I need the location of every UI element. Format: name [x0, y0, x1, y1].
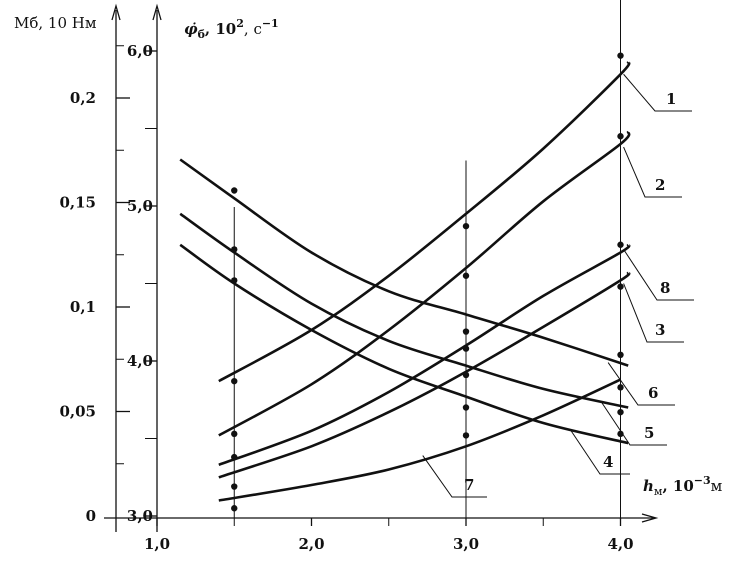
- points-layer: [231, 52, 624, 512]
- leader-line-4: [570, 430, 630, 475]
- data-point: [617, 283, 624, 290]
- data-point: [462, 371, 470, 379]
- right-axis-tick-label: 4,0: [127, 352, 153, 370]
- leader-line-1: [623, 73, 692, 112]
- data-point: [231, 246, 238, 253]
- data-point: [617, 384, 624, 391]
- series-label-3: 3: [655, 321, 665, 339]
- right-axis-arrow: [152, 3, 162, 21]
- right-axis-symbol-sub: б: [198, 28, 205, 41]
- x-axis-arrow: [641, 513, 659, 523]
- x-axis-title: hм, 10−3м: [643, 474, 723, 498]
- leader-line-8: [623, 249, 694, 301]
- x-axis-tick-label: 4,0: [607, 535, 633, 553]
- left-axis-arrow: [111, 3, 121, 21]
- x-axis-rest: , 10: [662, 477, 693, 495]
- x-axis-tick-label: 2,0: [298, 535, 324, 553]
- series-label-4: 4: [603, 453, 613, 471]
- data-point: [462, 222, 470, 230]
- leader-line-6: [607, 362, 675, 406]
- x-axis-sup: −3: [694, 474, 711, 487]
- leader-line-2: [623, 146, 682, 198]
- data-point: [462, 272, 470, 279]
- series-label-6: 6: [648, 384, 658, 402]
- leaders-layer: [422, 73, 694, 498]
- x-axis-tick-label: 1,0: [144, 535, 170, 553]
- right-axis-tick-label: 3,0: [127, 507, 153, 525]
- left-axis-tick-label: 0,1: [70, 298, 96, 316]
- x-axis-symbol-sub: м: [654, 485, 663, 498]
- right-axis-sup2: −1: [262, 17, 279, 30]
- leader-line-7: [422, 455, 487, 498]
- left-axis-tick-label: 0: [86, 507, 96, 525]
- data-point: [231, 277, 238, 284]
- x-axis-tick-label: 3,0: [453, 535, 479, 553]
- curves-layer: [179, 61, 631, 502]
- series-curve-2: [218, 130, 631, 437]
- data-point: [462, 328, 470, 335]
- data-point: [617, 408, 624, 416]
- data-point: [617, 351, 624, 358]
- series-curve-6: [179, 158, 629, 367]
- x-axis-unit: м: [711, 477, 723, 495]
- data-point: [231, 430, 238, 438]
- right-axis-sup1: 2: [236, 17, 244, 30]
- series-label-7: 7: [464, 476, 474, 494]
- axes-layer: 0 0,05 0,1 0,15 0,2 3,0 4,0 5,0 6,0 1,0 2,0 3,0 4,0: [59, 0, 659, 553]
- series-label-1: 1: [666, 90, 676, 108]
- right-axis-comma: , с: [244, 20, 262, 38]
- right-axis-title: φ̇б, 102, с−1: [184, 17, 279, 41]
- labels-layer: 1 2 8 3 7 6 5 4: [464, 90, 676, 494]
- series-curve-8: [218, 243, 631, 467]
- x-axis-symbol: h: [643, 477, 654, 495]
- series-label-8: 8: [660, 279, 670, 297]
- leader-line-3: [623, 283, 684, 343]
- series-label-2: 2: [655, 176, 665, 194]
- left-axis-title-text: Mб, 10 Нм: [14, 14, 97, 32]
- series-curve-1: [218, 61, 631, 383]
- left-axis-title: Mб, 10 Нм: [14, 14, 97, 32]
- data-point: [462, 404, 470, 411]
- data-point: [617, 241, 624, 248]
- data-point: [231, 483, 238, 490]
- left-axis-tick-label: 0,15: [59, 194, 96, 212]
- data-point: [231, 377, 238, 385]
- right-axis-symbol: φ̇: [184, 20, 198, 38]
- right-axis-tick-label: 6,0: [127, 42, 153, 60]
- left-axis-tick-label: 0,2: [70, 89, 96, 107]
- left-axis-tick-label: 0,05: [59, 403, 96, 421]
- data-point: [231, 505, 238, 512]
- data-point: [462, 345, 470, 352]
- series-label-5: 5: [644, 424, 654, 442]
- data-point: [617, 133, 624, 140]
- data-point: [617, 52, 624, 59]
- series-curve-5: [179, 212, 629, 409]
- leader-line-5: [601, 402, 667, 446]
- data-point: [231, 453, 238, 461]
- right-axis-tick-label: 5,0: [127, 197, 153, 215]
- series-curve-7: [218, 378, 622, 502]
- data-point: [231, 187, 238, 194]
- right-axis-rest: , 10: [205, 20, 236, 38]
- data-point: [462, 432, 470, 439]
